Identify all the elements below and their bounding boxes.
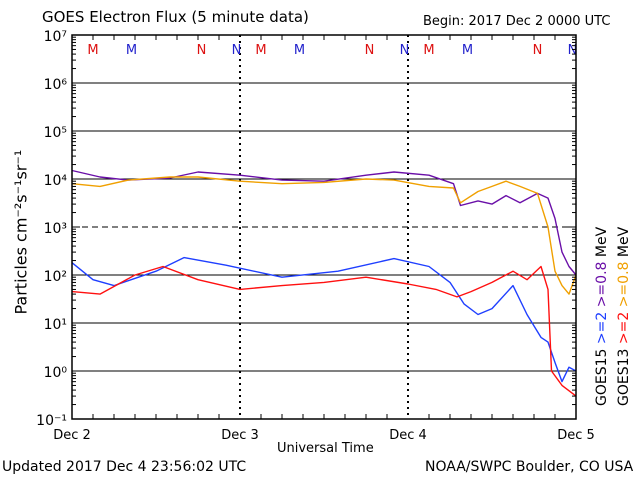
updated-timestamp: Updated 2017 Dec 4 23:56:02 UTC bbox=[2, 459, 247, 475]
event-marker: N bbox=[533, 43, 543, 58]
legend-entry: >=2 bbox=[616, 312, 632, 349]
legend-entry: MeV bbox=[594, 226, 610, 261]
y-tick-label: 10⁶ bbox=[44, 77, 68, 93]
x-axis-label: Universal Time bbox=[277, 441, 374, 456]
begin-time: Begin: 2017 Dec 2 0000 UTC bbox=[423, 14, 611, 29]
legend-column: GOES13 >=2 >=0.8 MeV bbox=[616, 226, 632, 406]
legend-entry: MeV bbox=[616, 226, 632, 261]
y-tick-label: 10⁰ bbox=[44, 365, 68, 381]
event-marker: M bbox=[126, 43, 137, 58]
y-tick-label: 10⁻¹ bbox=[36, 413, 67, 429]
x-tick-label: Dec 5 bbox=[557, 428, 595, 443]
event-marker: M bbox=[462, 43, 473, 58]
legend-entry: >=0.8 bbox=[616, 262, 632, 312]
event-marker: M bbox=[255, 43, 266, 58]
source-credit: NOAA/SWPC Boulder, CO USA bbox=[425, 459, 634, 475]
chart-title: GOES Electron Flux (5 minute data) bbox=[42, 8, 309, 26]
series-group bbox=[71, 169, 577, 397]
y-tick-label: 10³ bbox=[44, 221, 67, 237]
event-marker: N bbox=[568, 43, 578, 58]
legend-column: GOES15 >=2 >=0.8 MeV bbox=[594, 226, 610, 406]
axes: 10⁻¹ 10⁰ 10¹ 10² 10³ 10⁴ 10⁵ 10⁶ 10⁷ Dec 2 Dec 3 De… bbox=[36, 29, 595, 443]
event-marker: N bbox=[400, 43, 410, 58]
x-tick-label: Dec 2 bbox=[53, 428, 91, 443]
y-tick-label: 10² bbox=[44, 269, 67, 285]
event-marker: M bbox=[423, 43, 434, 58]
series-line-3 bbox=[71, 265, 577, 397]
x-tick-label: Dec 3 bbox=[221, 428, 259, 443]
event-marker: N bbox=[365, 43, 375, 58]
y-tick-label: 10⁴ bbox=[44, 173, 68, 189]
event-marker: N bbox=[197, 43, 207, 58]
y-tick-label: 10¹ bbox=[44, 317, 67, 333]
legend-entry: >=0.8 bbox=[594, 262, 610, 312]
series-line-2 bbox=[71, 256, 577, 383]
grid bbox=[72, 35, 576, 419]
event-marker: M bbox=[87, 43, 98, 58]
series-line-0 bbox=[71, 169, 577, 276]
y-tick-label: 10⁷ bbox=[44, 29, 67, 45]
event-marker: M bbox=[294, 43, 305, 58]
event-marker: N bbox=[232, 43, 242, 58]
legend-entry: GOES13 bbox=[616, 349, 632, 406]
legend-entry: GOES15 bbox=[594, 349, 610, 406]
x-tick-label: Dec 4 bbox=[389, 428, 427, 443]
y-tick-label: 10⁵ bbox=[44, 125, 67, 141]
legend-entry: >=2 bbox=[594, 312, 610, 349]
series-line-1 bbox=[71, 176, 577, 295]
